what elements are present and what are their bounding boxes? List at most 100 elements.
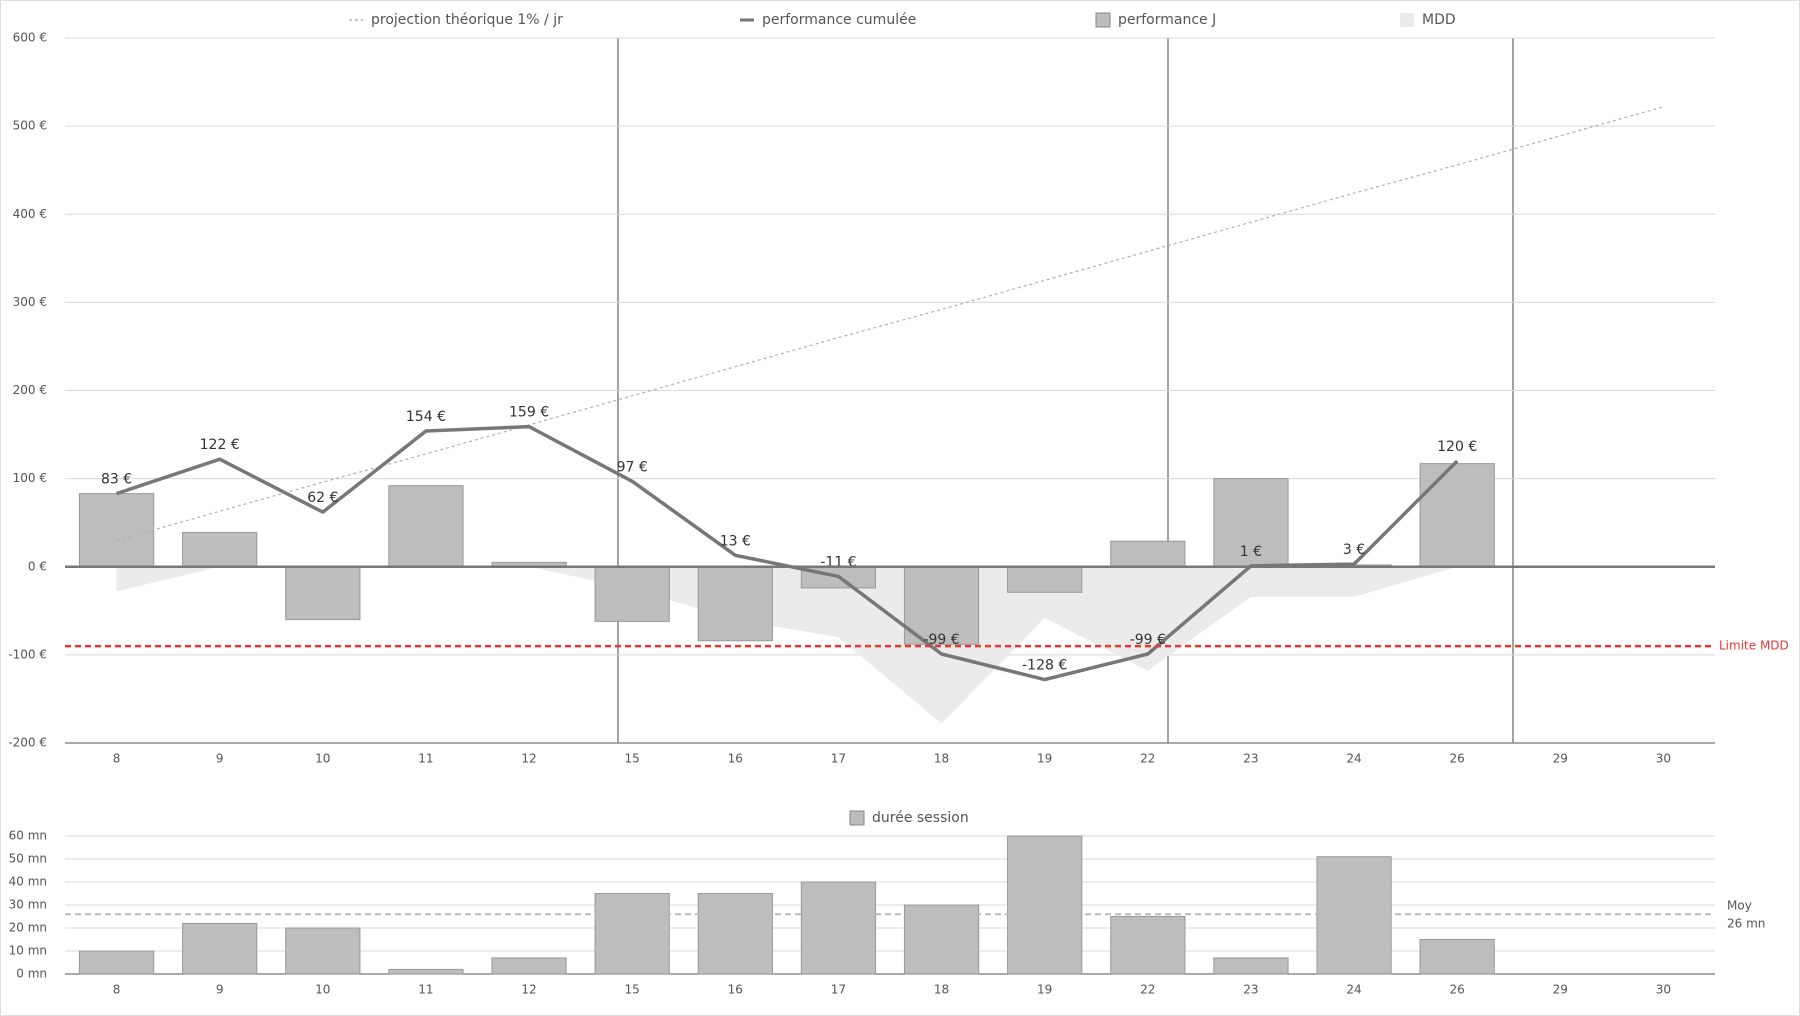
bar [388, 485, 464, 568]
x-tick-label: 19 [1037, 752, 1052, 766]
data-label: 83 € [101, 472, 132, 488]
x-tick-label: 8 [113, 752, 121, 766]
mdd-limit-label: Limite MDD [1719, 639, 1789, 653]
y-tick-label: 0 € [28, 559, 47, 573]
data-label: 159 € [509, 405, 549, 421]
x-tick-label: 12 [521, 983, 536, 997]
x-tick-label: 29 [1553, 983, 1568, 997]
projection-line [116, 106, 1664, 541]
bar [285, 566, 361, 621]
bar [78, 950, 155, 975]
x-tick-label: 17 [831, 983, 846, 997]
bar [1110, 916, 1186, 975]
bar [491, 957, 567, 975]
x-tick-label: 22 [1140, 752, 1155, 766]
data-label: 1 € [1240, 544, 1262, 560]
y-tick-label: 300 € [13, 295, 47, 309]
y-tick-label: 400 € [13, 207, 47, 221]
bar [1110, 540, 1186, 568]
bar [1316, 856, 1392, 975]
y-tick-label: 100 € [13, 471, 47, 485]
y-tick-label: 30 mn [9, 898, 47, 912]
x-tick-label: 11 [418, 752, 433, 766]
bar [800, 881, 877, 975]
x-tick-label: 15 [625, 752, 640, 766]
data-label: -99 € [1130, 632, 1166, 648]
y-tick-label: 50 mn [9, 852, 47, 866]
legend-label: performance J [1118, 12, 1216, 28]
data-label: 3 € [1343, 542, 1365, 558]
bar [182, 922, 258, 975]
bar [1419, 463, 1495, 568]
x-tick-label: 26 [1450, 752, 1465, 766]
bar [903, 904, 980, 975]
legend-label: projection théorique 1% / jr [371, 12, 563, 28]
x-tick-label: 12 [521, 752, 536, 766]
mean-label: 26 mn [1727, 917, 1765, 931]
x-tick-label: 10 [315, 752, 330, 766]
x-tick-label: 23 [1243, 983, 1258, 997]
bar [285, 927, 361, 975]
x-tick-label: 18 [934, 752, 949, 766]
x-tick-label: 18 [934, 983, 949, 997]
x-tick-label: 9 [216, 983, 224, 997]
bar [594, 893, 670, 975]
x-tick-label: 29 [1553, 752, 1568, 766]
y-tick-label: 60 mn [9, 829, 47, 843]
bar [1007, 566, 1083, 593]
y-tick-label: 40 mn [9, 875, 47, 889]
x-tick-label: 24 [1346, 983, 1361, 997]
y-tick-label: 200 € [13, 383, 47, 397]
y-tick-label: 0 mn [16, 967, 47, 981]
bar [1419, 939, 1495, 975]
y-tick-label: -200 € [8, 736, 47, 750]
data-label: 13 € [720, 533, 751, 549]
legend-swatch [1400, 13, 1414, 27]
x-tick-label: 17 [831, 752, 846, 766]
y-tick-label: -100 € [8, 647, 47, 661]
x-tick-label: 19 [1037, 983, 1052, 997]
x-tick-label: 22 [1140, 983, 1155, 997]
legend-label: MDD [1422, 12, 1456, 28]
data-label: -128 € [1022, 658, 1067, 674]
data-label: -11 € [820, 554, 856, 570]
bar [1213, 478, 1289, 568]
data-label: 120 € [1437, 439, 1477, 455]
bar [697, 893, 773, 975]
x-tick-label: 8 [113, 983, 121, 997]
bar [1007, 835, 1083, 975]
data-label: 62 € [307, 490, 338, 506]
bar [697, 566, 773, 642]
data-label: 97 € [617, 459, 648, 475]
legend-swatch [849, 810, 865, 826]
x-tick-label: 26 [1450, 983, 1465, 997]
x-tick-label: 11 [418, 983, 433, 997]
x-tick-label: 9 [216, 752, 224, 766]
y-tick-label: 600 € [13, 31, 47, 45]
bar [388, 968, 464, 975]
mean-name: Moy [1727, 899, 1752, 913]
x-tick-label: 30 [1656, 983, 1671, 997]
legend-label: durée session [872, 810, 969, 826]
legend-label: performance cumulée [762, 12, 916, 28]
x-tick-label: 24 [1346, 752, 1361, 766]
x-tick-label: 30 [1656, 752, 1671, 766]
bar [903, 566, 980, 645]
x-tick-label: 15 [625, 983, 640, 997]
x-tick-label: 16 [728, 752, 743, 766]
mdd-area [116, 566, 1458, 724]
data-label: -99 € [923, 632, 959, 648]
bar [594, 566, 670, 622]
x-tick-label: 23 [1243, 752, 1258, 766]
bar [78, 493, 155, 568]
legend-swatch [1095, 12, 1111, 28]
bar [182, 531, 258, 568]
bar [1213, 957, 1289, 975]
y-tick-label: 20 mn [9, 921, 47, 935]
x-tick-label: 10 [315, 983, 330, 997]
y-tick-label: 10 mn [9, 944, 47, 958]
x-tick-label: 16 [728, 983, 743, 997]
y-tick-label: 500 € [13, 119, 47, 133]
